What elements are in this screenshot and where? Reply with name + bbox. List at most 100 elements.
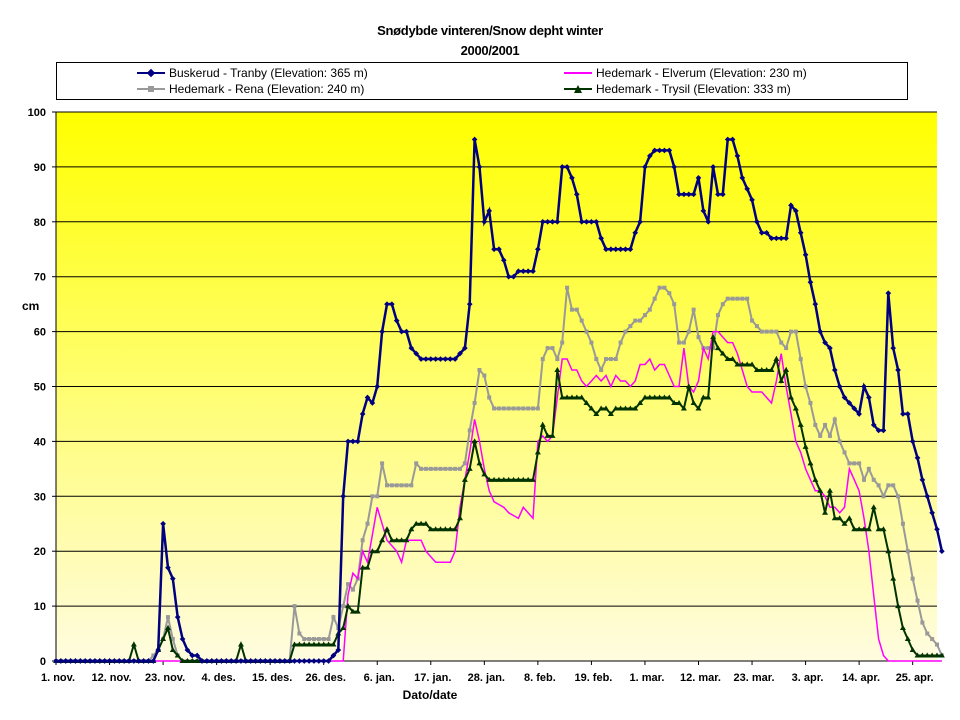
data-point-tranby [802, 251, 809, 258]
data-point-trysil [719, 350, 726, 356]
data-point-rena [798, 357, 803, 362]
data-point-rena [793, 329, 798, 334]
legend-item-elverum: Hedemark - Elverum (Elevation: 230 m) [564, 66, 807, 80]
data-point-rena [389, 483, 394, 488]
data-point-rena [613, 357, 618, 362]
y-tick-label: 40 [34, 436, 46, 448]
data-point-trysil [890, 575, 897, 581]
data-point-trysil [783, 367, 790, 373]
data-point-rena [876, 483, 881, 488]
data-point-rena [930, 637, 935, 642]
data-point-trysil [661, 394, 668, 400]
legend-item-rena: Hedemark - Rena (Elevation: 240 m) [137, 82, 364, 96]
data-point-tranby [491, 246, 497, 253]
data-point-tranby [656, 147, 663, 154]
data-point-tranby [364, 394, 371, 401]
data-point-trysil [851, 526, 858, 532]
data-point-trysil [184, 658, 191, 663]
x-tick-label: 23. mar. [734, 672, 775, 684]
data-point-rena [725, 296, 730, 301]
data-point-rena [647, 307, 652, 312]
data-point-tranby [729, 136, 736, 143]
data-point-trysil [700, 394, 707, 400]
data-point-tranby [291, 658, 298, 664]
data-point-tranby [330, 652, 337, 659]
data-point-trysil [710, 334, 717, 340]
data-point-tranby [481, 218, 488, 225]
data-point-rena [696, 335, 701, 340]
data-point-rena [560, 340, 565, 345]
data-point-tranby [929, 509, 935, 516]
data-point-tranby [578, 218, 585, 225]
data-point-rena [569, 307, 574, 312]
data-point-tranby [870, 422, 877, 428]
data-point-tranby [486, 207, 493, 214]
data-point-tranby [690, 191, 697, 198]
data-point-rena [360, 538, 365, 543]
data-point-tranby [593, 218, 600, 225]
data-point-rena [307, 637, 312, 642]
data-point-trysil [471, 438, 478, 444]
data-point-tranby [695, 175, 702, 181]
data-point-trysil [612, 405, 619, 411]
data-point-trysil [315, 641, 322, 647]
data-point-tranby [340, 493, 347, 500]
data-point-rena [399, 483, 404, 488]
data-point-trysil [739, 361, 746, 367]
data-point-tranby [374, 383, 381, 390]
data-point-tranby [398, 328, 405, 335]
data-point-trysil [354, 608, 361, 614]
data-point-rena [910, 576, 915, 581]
data-point-trysil [919, 652, 926, 658]
data-point-tranby [452, 356, 458, 362]
data-point-trysil [349, 608, 356, 614]
data-point-tranby [427, 356, 434, 362]
data-point-tranby [617, 246, 624, 253]
data-point-tranby [92, 658, 98, 664]
data-point-rena [623, 329, 628, 334]
data-point-tranby [505, 273, 512, 280]
data-point-trysil [403, 537, 410, 543]
data-point-trysil [627, 405, 634, 411]
data-point-tranby [939, 548, 945, 555]
data-point-rena [346, 582, 351, 587]
legend-marker-tranby [137, 68, 165, 78]
data-point-rena [633, 318, 638, 323]
data-point-tranby [510, 273, 517, 280]
data-point-tranby [437, 356, 444, 362]
data-point-tranby [403, 328, 410, 335]
data-point-trysil [938, 652, 945, 658]
data-point-tranby [281, 658, 288, 664]
data-point-rena [886, 483, 891, 488]
x-tick-label: 12. nov. [91, 672, 131, 684]
data-point-rena [462, 461, 467, 466]
data-point-rena [433, 466, 438, 471]
data-point-trysil [456, 515, 463, 521]
data-point-rena [521, 406, 526, 411]
x-tick-label: 8. feb. [524, 672, 556, 684]
data-point-tranby [632, 229, 639, 236]
data-point-tranby [150, 658, 157, 664]
y-tick-label: 80 [34, 217, 46, 229]
data-point-tranby [335, 647, 342, 653]
data-point-tranby [457, 350, 463, 357]
legend-label-trysil: Hedemark - Trysil (Elevation: 333 m) [596, 82, 791, 96]
data-point-trysil [388, 537, 395, 543]
data-point-tranby [213, 658, 220, 664]
data-point-tranby [646, 153, 653, 159]
x-tick-label: 1. nov. [41, 672, 75, 684]
data-point-tranby [384, 301, 390, 307]
data-point-tranby [904, 411, 911, 417]
legend-label-elverum: Hedemark - Elverum (Elevation: 230 m) [596, 66, 807, 80]
data-point-trysil [885, 548, 892, 554]
data-point-tranby [67, 658, 74, 664]
x-tick-label: 4. des. [201, 672, 235, 684]
data-point-tranby [87, 658, 93, 664]
data-point-trysil [301, 641, 308, 647]
data-point-trysil [296, 641, 303, 647]
data-point-trysil [432, 526, 439, 532]
data-point-tranby [583, 218, 590, 225]
y-tick-label: 70 [34, 272, 46, 284]
data-point-tranby [165, 564, 171, 571]
